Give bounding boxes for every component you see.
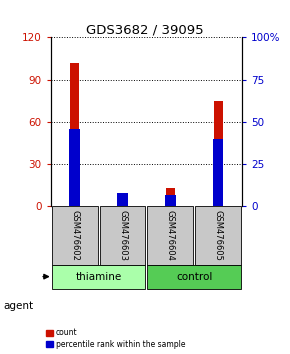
Text: thiamine: thiamine <box>75 272 122 281</box>
Bar <box>213 139 224 206</box>
Bar <box>214 101 222 206</box>
FancyBboxPatch shape <box>147 206 193 265</box>
Bar <box>166 188 175 206</box>
FancyBboxPatch shape <box>195 206 241 265</box>
Text: GSM476602: GSM476602 <box>70 210 79 261</box>
Text: agent: agent <box>3 301 33 311</box>
Bar <box>69 129 80 206</box>
FancyBboxPatch shape <box>52 206 98 265</box>
Bar <box>165 195 176 206</box>
Text: control: control <box>176 272 213 281</box>
Bar <box>70 63 79 206</box>
Bar <box>117 193 128 206</box>
FancyBboxPatch shape <box>52 265 146 289</box>
Legend: count, percentile rank within the sample: count, percentile rank within the sample <box>44 327 187 350</box>
Text: GDS3682 / 39095: GDS3682 / 39095 <box>86 23 204 36</box>
Text: GSM476603: GSM476603 <box>118 210 127 261</box>
Bar <box>118 199 127 206</box>
Text: GSM476604: GSM476604 <box>166 210 175 261</box>
FancyBboxPatch shape <box>147 265 241 289</box>
Text: GSM476605: GSM476605 <box>214 210 223 261</box>
FancyBboxPatch shape <box>99 206 146 265</box>
